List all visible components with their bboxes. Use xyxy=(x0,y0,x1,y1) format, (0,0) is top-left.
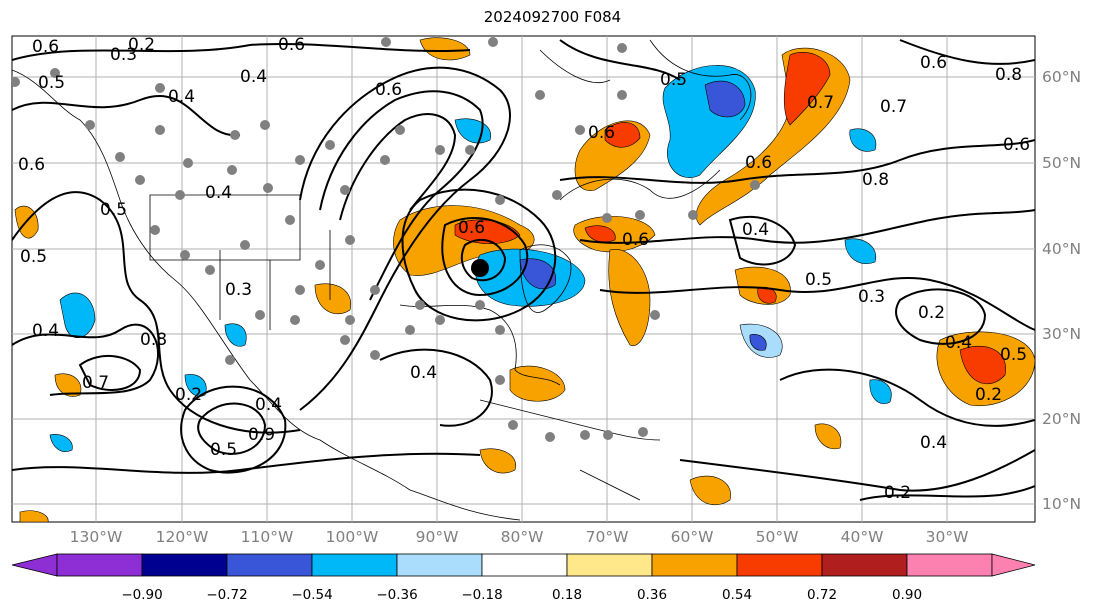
coastlines xyxy=(12,39,752,521)
contour-label: 0.8 xyxy=(995,65,1022,85)
contour-label: 0.7 xyxy=(880,97,907,117)
contour-label: 0.2 xyxy=(975,385,1002,405)
contour-label: 0.5 xyxy=(38,73,65,93)
lat-label: 40°N xyxy=(1042,240,1082,258)
map-title: 2024092700 F084 xyxy=(483,8,622,26)
colorbar-segment xyxy=(56,553,143,577)
gridlines xyxy=(12,36,1035,522)
contour-label: 0.4 xyxy=(168,87,195,107)
lon-label: 100°W xyxy=(325,528,379,546)
contour-label: 0.5 xyxy=(20,247,47,267)
lon-label: 70°W xyxy=(585,528,629,546)
lon-label: 30°W xyxy=(925,528,969,546)
contour-label: 0.6 xyxy=(32,37,59,57)
colorbar-extend-low xyxy=(11,553,58,577)
colorbar-segment xyxy=(566,553,653,577)
lon-label: 60°W xyxy=(670,528,714,546)
lat-label: 30°N xyxy=(1042,325,1082,343)
colorbar-segment xyxy=(736,553,823,577)
contour-label: 0.4 xyxy=(205,183,232,203)
lon-label: 80°W xyxy=(500,528,544,546)
colorbar-tick-label: −0.54 xyxy=(291,587,333,603)
colorbar-tick-label: −0.90 xyxy=(121,587,163,603)
contour-label: 0.5 xyxy=(210,440,237,460)
colorbar-segment xyxy=(651,553,738,577)
contour-label: 0.8 xyxy=(862,170,889,190)
colorbar-segment xyxy=(481,553,568,577)
contour-label: 0.4 xyxy=(255,395,282,415)
contour-label: 0.2 xyxy=(918,303,945,323)
lon-label: 130°W xyxy=(69,528,123,546)
colorbar-tick-label: −0.72 xyxy=(206,587,248,603)
colorbar-segment xyxy=(396,553,483,577)
colorbar-segment xyxy=(906,553,993,577)
lon-label: 120°W xyxy=(155,528,209,546)
contour-label: 0.3 xyxy=(858,287,885,307)
contour-label: 0.7 xyxy=(807,93,834,113)
colorbar-segment xyxy=(141,553,228,577)
contour-label: 0.2 xyxy=(884,483,911,503)
contour-label: 0.4 xyxy=(742,220,769,240)
lat-label: 10°N xyxy=(1042,495,1082,513)
contour-label: 0.7 xyxy=(82,373,109,393)
colorbar-segment xyxy=(311,553,398,577)
colorbar-tick-label: 0.36 xyxy=(636,587,668,603)
contour-label: 0.6 xyxy=(920,53,947,73)
colorbar-tick-label: 0.18 xyxy=(551,587,583,603)
colorbar-segment xyxy=(821,553,908,577)
station-dots xyxy=(12,37,760,442)
contour-label: 0.2 xyxy=(175,385,202,405)
colorbar-extend-high xyxy=(991,553,1036,577)
contour-label: 0.6 xyxy=(622,230,649,250)
contour-label: 0.4 xyxy=(32,321,59,341)
contour-label: 0.5 xyxy=(1000,345,1027,365)
contour-label: 0.2 xyxy=(128,35,155,55)
contour-label: 0.6 xyxy=(458,218,485,238)
contour-label: 0.5 xyxy=(805,270,832,290)
colorbar-tick-label: 0.54 xyxy=(721,587,753,603)
contour-label: 0.3 xyxy=(225,280,252,300)
colorbar-tick-label: 0.90 xyxy=(891,587,923,603)
lon-label: 40°W xyxy=(840,528,884,546)
contour-label: 0.6 xyxy=(278,35,305,55)
contour-lines xyxy=(12,39,1035,501)
colorbar-tick-label: 0.72 xyxy=(806,587,838,603)
contour-label: 0.5 xyxy=(100,200,127,220)
contour-label: 0.5 xyxy=(660,70,687,90)
colorbar-tick-label: −0.36 xyxy=(376,587,418,603)
lon-label: 50°W xyxy=(755,528,799,546)
contour-label: 0.9 xyxy=(248,425,275,445)
lat-label: 50°N xyxy=(1042,154,1082,172)
contour-label: 0.6 xyxy=(588,123,615,143)
contour-label: 0.6 xyxy=(375,80,402,100)
lat-label: 60°N xyxy=(1042,68,1082,86)
contour-label: 0.4 xyxy=(945,333,972,353)
contour-label: 0.3 xyxy=(110,45,137,65)
colorbar-tick-label: −0.18 xyxy=(461,587,503,603)
lon-label: 110°W xyxy=(240,528,294,546)
lat-label: 20°N xyxy=(1042,410,1082,428)
contour-label: 0.6 xyxy=(1003,135,1030,155)
contour-label: 0.4 xyxy=(240,67,267,87)
storm-center-marker xyxy=(471,259,489,277)
contour-label: 0.6 xyxy=(745,153,772,173)
colorbar-segment xyxy=(226,553,313,577)
contour-label-layer: 0.6 0.3 0.2 0.6 0.5 0.4 0.6 0.4 0.6 0.6 … xyxy=(18,35,1030,503)
contour-label: 0.8 xyxy=(140,330,167,350)
colorbar xyxy=(11,553,1036,577)
contour-label: 0.4 xyxy=(410,363,437,383)
contour-label: 0.4 xyxy=(920,433,947,453)
contour-label: 0.6 xyxy=(18,155,45,175)
lon-label: 90°W xyxy=(415,528,459,546)
